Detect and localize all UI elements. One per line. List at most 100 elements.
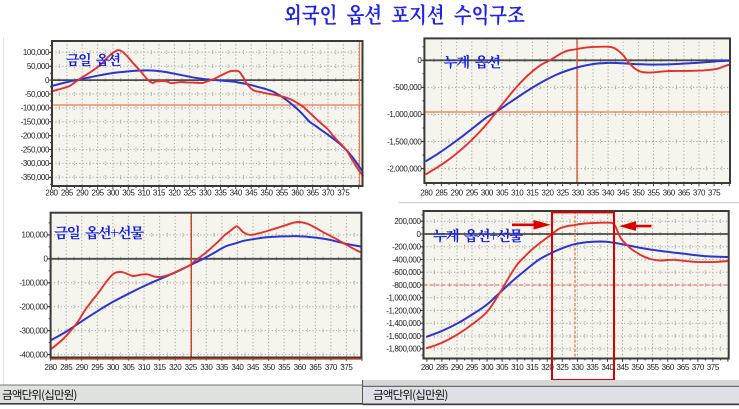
svg-text:350: 350 xyxy=(632,363,645,372)
svg-text:-1,000,000: -1,000,000 xyxy=(386,294,421,303)
svg-text:-1,200,000: -1,200,000 xyxy=(386,306,421,315)
svg-text:-50,000: -50,000 xyxy=(25,90,50,99)
svg-text:-2,000,000: -2,000,000 xyxy=(387,164,422,173)
svg-text:365: 365 xyxy=(678,188,691,197)
svg-text:310: 310 xyxy=(511,188,524,197)
svg-text:285: 285 xyxy=(435,188,448,197)
svg-text:320: 320 xyxy=(169,363,182,372)
svg-text:305: 305 xyxy=(122,363,135,372)
svg-text:290: 290 xyxy=(451,363,464,372)
svg-text:295: 295 xyxy=(466,188,479,197)
svg-text:350: 350 xyxy=(263,363,276,372)
svg-text:290: 290 xyxy=(451,188,464,197)
svg-text:290: 290 xyxy=(76,363,89,372)
svg-text:340: 340 xyxy=(602,188,615,197)
svg-text:-200,000: -200,000 xyxy=(21,132,50,141)
svg-text:360: 360 xyxy=(662,363,675,372)
svg-text:365: 365 xyxy=(307,188,320,197)
svg-text:-1,400,000: -1,400,000 xyxy=(386,319,421,328)
svg-text:0: 0 xyxy=(44,255,49,264)
svg-text:300: 300 xyxy=(481,363,494,372)
svg-text:335: 335 xyxy=(587,188,600,197)
svg-text:305: 305 xyxy=(496,363,509,372)
svg-text:200,000: 200,000 xyxy=(394,217,421,226)
svg-text:370: 370 xyxy=(325,363,338,372)
svg-text:370: 370 xyxy=(692,363,705,372)
svg-text:0: 0 xyxy=(416,230,421,239)
svg-text:-150,000: -150,000 xyxy=(21,118,50,127)
svg-text:315: 315 xyxy=(154,363,167,372)
svg-text:355: 355 xyxy=(647,363,660,372)
svg-text:320: 320 xyxy=(541,363,554,372)
svg-text:330: 330 xyxy=(571,363,584,372)
svg-text:285: 285 xyxy=(436,363,449,372)
svg-text:0: 0 xyxy=(45,76,50,85)
svg-text:375: 375 xyxy=(707,363,720,372)
svg-text:345: 345 xyxy=(617,188,630,197)
svg-text:300: 300 xyxy=(107,188,120,197)
svg-text:-800,000: -800,000 xyxy=(392,281,421,290)
svg-text:295: 295 xyxy=(466,363,479,372)
svg-text:340: 340 xyxy=(231,363,244,372)
svg-text:295: 295 xyxy=(92,188,105,197)
svg-text:310: 310 xyxy=(511,363,524,372)
svg-text:315: 315 xyxy=(526,363,539,372)
svg-text:-500,000: -500,000 xyxy=(393,83,422,92)
svg-text:290: 290 xyxy=(76,188,89,197)
svg-text:-400,000: -400,000 xyxy=(392,255,421,264)
svg-text:100,000: 100,000 xyxy=(21,231,48,240)
svg-text:100,000: 100,000 xyxy=(23,48,50,57)
svg-text:345: 345 xyxy=(247,363,260,372)
svg-text:280: 280 xyxy=(45,363,58,372)
svg-text:350: 350 xyxy=(632,188,645,197)
svg-text:-200,000: -200,000 xyxy=(392,243,421,252)
svg-text:330: 330 xyxy=(199,188,212,197)
svg-text:300: 300 xyxy=(481,188,494,197)
svg-text:365: 365 xyxy=(309,363,322,372)
svg-text:50,000: 50,000 xyxy=(27,62,50,71)
svg-text:285: 285 xyxy=(60,363,73,372)
svg-text:0: 0 xyxy=(417,56,422,65)
svg-text:340: 340 xyxy=(601,363,614,372)
svg-text:280: 280 xyxy=(420,188,433,197)
svg-text:-350,000: -350,000 xyxy=(21,173,50,182)
svg-text:375: 375 xyxy=(340,363,353,372)
svg-text:365: 365 xyxy=(677,363,690,372)
svg-text:335: 335 xyxy=(214,188,227,197)
svg-text:280: 280 xyxy=(421,363,434,372)
svg-text:320: 320 xyxy=(541,188,554,197)
svg-text:-100,000: -100,000 xyxy=(21,104,50,113)
svg-text:320: 320 xyxy=(168,188,181,197)
svg-text:360: 360 xyxy=(291,188,304,197)
svg-text:350: 350 xyxy=(260,188,273,197)
svg-text:305: 305 xyxy=(122,188,135,197)
svg-text:-100,000: -100,000 xyxy=(19,279,48,288)
svg-text:325: 325 xyxy=(556,363,569,372)
svg-text:340: 340 xyxy=(230,188,243,197)
svg-text:310: 310 xyxy=(138,363,151,372)
svg-text:355: 355 xyxy=(276,188,289,197)
svg-text:345: 345 xyxy=(245,188,258,197)
svg-text:335: 335 xyxy=(216,363,229,372)
svg-text:330: 330 xyxy=(572,188,585,197)
svg-text:315: 315 xyxy=(153,188,166,197)
svg-text:310: 310 xyxy=(138,188,151,197)
svg-text:355: 355 xyxy=(647,188,660,197)
svg-text:-200,000: -200,000 xyxy=(19,303,48,312)
svg-text:-1,500,000: -1,500,000 xyxy=(387,137,422,146)
svg-text:305: 305 xyxy=(496,188,509,197)
svg-text:325: 325 xyxy=(184,188,197,197)
svg-text:-300,000: -300,000 xyxy=(19,326,48,335)
svg-text:335: 335 xyxy=(586,363,599,372)
svg-text:-1,800,000: -1,800,000 xyxy=(386,345,421,354)
svg-text:-400,000: -400,000 xyxy=(19,350,48,359)
svg-text:-1,000,000: -1,000,000 xyxy=(387,110,422,119)
svg-text:370: 370 xyxy=(693,188,706,197)
svg-text:370: 370 xyxy=(322,188,335,197)
svg-text:360: 360 xyxy=(663,188,676,197)
svg-text:315: 315 xyxy=(526,188,539,197)
svg-text:285: 285 xyxy=(61,188,74,197)
svg-text:295: 295 xyxy=(91,363,104,372)
svg-text:325: 325 xyxy=(185,363,198,372)
svg-text:355: 355 xyxy=(278,363,291,372)
